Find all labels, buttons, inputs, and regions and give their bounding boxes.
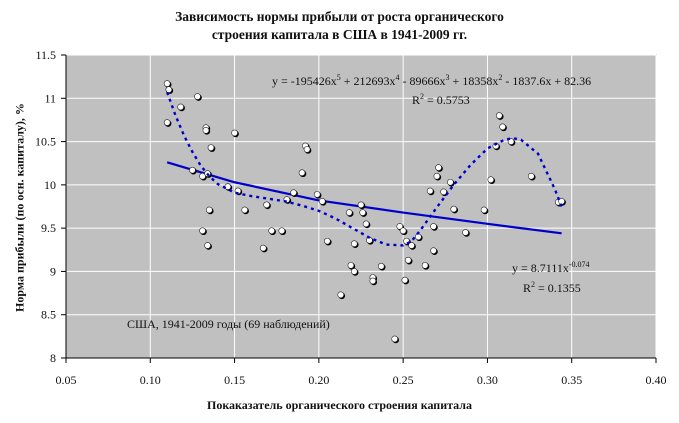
- data-point: [408, 242, 415, 249]
- data-point: [205, 206, 213, 214]
- data-point: [350, 268, 358, 275]
- data-point: [241, 206, 248, 214]
- data-point: [480, 206, 488, 214]
- data-point: [396, 223, 404, 230]
- data-point: [259, 244, 267, 252]
- y-tick-label: 9.5: [41, 221, 56, 235]
- data-point: [290, 189, 297, 196]
- data-point: [499, 123, 506, 131]
- data-point: [450, 205, 458, 213]
- data-point: [359, 209, 366, 216]
- data-point: [404, 256, 412, 264]
- data-point: [350, 240, 358, 248]
- power-trend-equation: y = 8.7111x-0.074: [512, 260, 590, 275]
- data-point: [426, 187, 434, 195]
- data-point: [527, 172, 535, 180]
- data-point: [440, 188, 447, 196]
- data-point: [337, 291, 345, 299]
- y-tick-label: 11: [44, 91, 56, 105]
- data-point: [495, 112, 503, 119]
- y-tick-label: 10: [44, 178, 56, 192]
- data-point: [435, 164, 442, 171]
- chart-title: Зависимость нормы прибыли от роста орган…: [0, 8, 679, 44]
- data-point: [177, 103, 184, 111]
- data-point: [163, 119, 171, 126]
- y-tick-label: 8: [50, 351, 56, 365]
- data-point: [263, 201, 270, 209]
- data-point: [323, 237, 331, 245]
- y-tick-label: 11.5: [35, 48, 56, 62]
- data-point: [369, 277, 377, 285]
- data-point: [199, 172, 206, 180]
- x-tick-label: 0.35: [561, 373, 582, 387]
- poly-trend-r2: R2 = 0.5753: [412, 92, 470, 107]
- chart-title-line2: строения капитала в США в 1941-2009 гг.: [211, 27, 468, 42]
- data-point: [462, 229, 469, 236]
- data-point: [202, 127, 210, 134]
- data-point: [345, 209, 353, 216]
- x-tick-label: 0.05: [56, 373, 77, 387]
- data-point: [362, 220, 370, 228]
- observations-note: США, 1941-2009 годы (69 наблюдений): [127, 317, 330, 331]
- data-point: [268, 227, 275, 235]
- data-point: [487, 176, 495, 183]
- data-point: [401, 276, 409, 284]
- data-point: [298, 169, 306, 177]
- data-point: [278, 227, 286, 235]
- data-point: [204, 242, 211, 249]
- data-point: [165, 86, 173, 93]
- data-point: [224, 183, 232, 190]
- poly-trend-equation: y = -195426x5 + 212693x4 - 89666x3 + 183…: [272, 73, 592, 88]
- y-tick-label: 10.5: [35, 135, 56, 149]
- x-tick-label: 0.20: [308, 373, 329, 387]
- data-point: [430, 223, 437, 230]
- data-point: [163, 80, 171, 87]
- x-axis-label: Покаказатель органического строения капи…: [206, 398, 472, 412]
- data-point: [231, 129, 238, 137]
- power-trend-r2: R2 = 0.1355: [523, 280, 581, 295]
- data-point: [303, 146, 311, 153]
- data-point: [357, 201, 365, 209]
- data-point: [347, 262, 355, 269]
- x-tick-label: 0.15: [224, 373, 245, 387]
- chart-title-line1: Зависимость нормы прибыли от роста орган…: [175, 9, 504, 24]
- data-point: [507, 138, 515, 145]
- data-point: [391, 335, 399, 343]
- data-point: [433, 172, 441, 180]
- x-tick-label: 0.30: [477, 373, 498, 387]
- x-tick-label: 0.10: [140, 373, 161, 387]
- data-point: [377, 262, 385, 270]
- x-tick-label: 0.25: [393, 373, 414, 387]
- data-point: [199, 227, 206, 235]
- data-point: [318, 198, 326, 205]
- data-point: [194, 93, 201, 100]
- data-point: [421, 262, 429, 269]
- polynomial-trendline: [166, 91, 563, 247]
- x-tick-label: 0.40: [646, 373, 667, 387]
- y-tick-label: 8.5: [41, 308, 56, 322]
- data-point: [399, 227, 407, 235]
- data-point: [189, 166, 196, 174]
- data-point: [207, 144, 215, 151]
- y-tick-label: 9: [50, 264, 56, 278]
- y-axis-label: Норма прибыли (по осн. капиталу), %: [12, 103, 27, 312]
- data-point: [313, 191, 321, 198]
- data-point: [447, 178, 454, 186]
- data-point: [430, 247, 437, 254]
